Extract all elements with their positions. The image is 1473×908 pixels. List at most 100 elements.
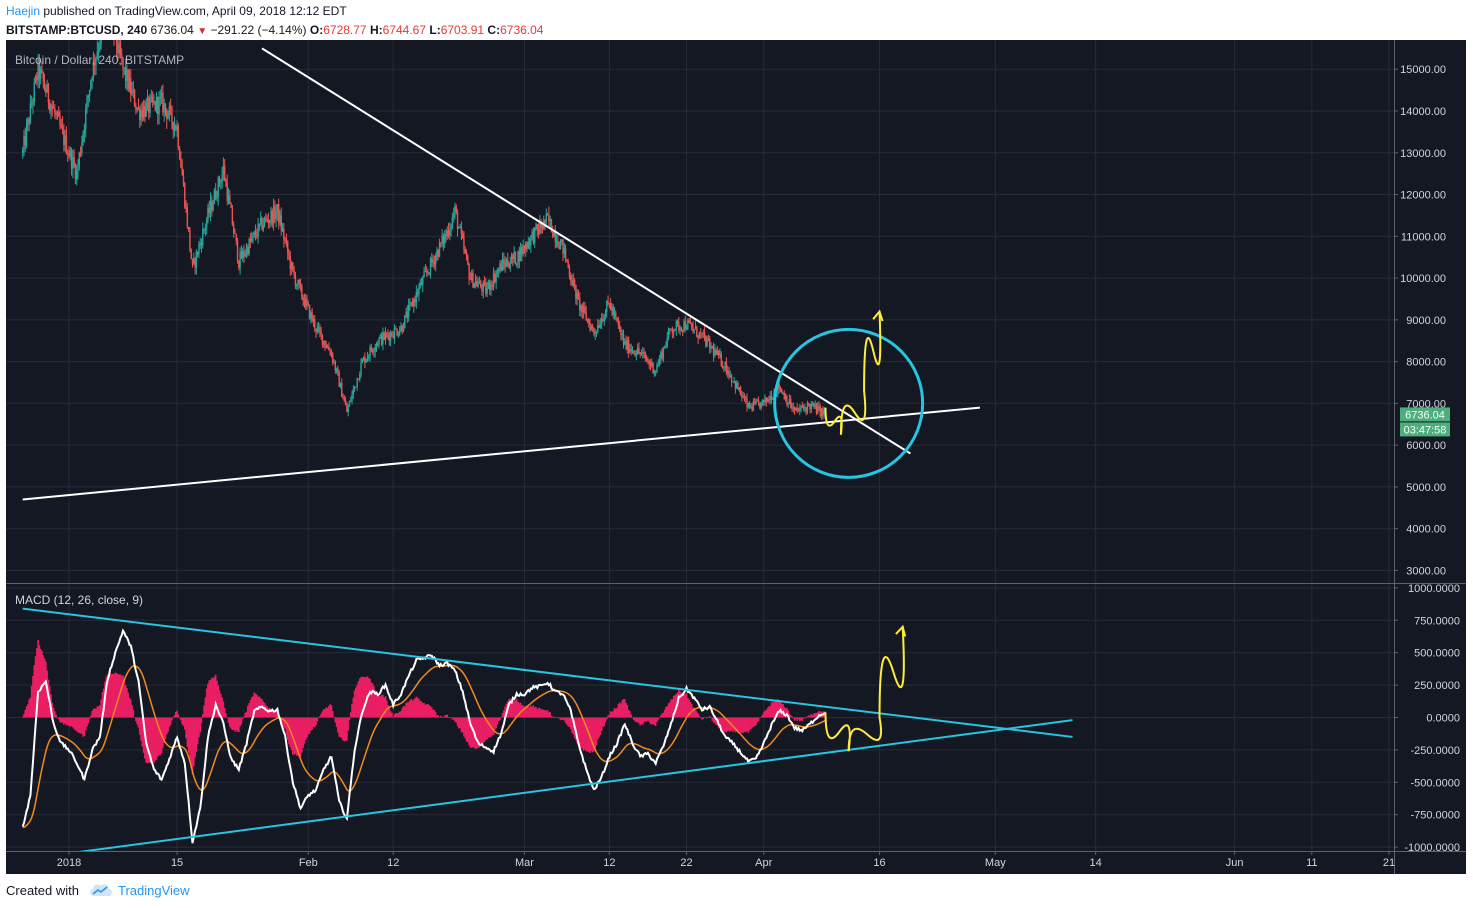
candle-body: [133, 90, 136, 107]
macd-axis[interactable]: -1000.0000 -750.0000 -500.0000 -250.0000 0.0…: [1394, 583, 1460, 854]
histogram-bar: [136, 717, 138, 725]
candle-body: [54, 108, 56, 114]
candle-body: [308, 304, 311, 319]
histogram-bar: [128, 697, 131, 718]
histogram-bar: [723, 717, 725, 732]
candle-body: [218, 177, 221, 184]
histogram-bar: [757, 717, 760, 721]
last-price-tag-label: 6736.04: [1405, 409, 1445, 421]
trading-chart[interactable]: 3000.00 4000.00 5000.00 6000.00 7000.00 8000.…: [0, 40, 1473, 874]
candle-body: [338, 372, 340, 387]
candle-body: [679, 327, 681, 331]
candle-body: [360, 363, 362, 375]
candle-body: [317, 327, 320, 329]
histogram-bar: [705, 717, 707, 718]
macd-pane[interactable]: [21, 607, 1073, 853]
histogram-bar: [299, 717, 302, 757]
author-link[interactable]: Haejin: [6, 4, 41, 18]
histogram-bar: [495, 717, 497, 729]
histogram-bar: [329, 704, 331, 718]
candle-body: [687, 320, 689, 329]
histogram-bar: [254, 693, 257, 718]
histogram-bar: [428, 705, 431, 718]
candle-body: [378, 338, 380, 345]
time-tick-label: 21: [1383, 857, 1395, 869]
histogram-bar: [216, 680, 218, 718]
candle-body: [97, 48, 100, 52]
price-axis[interactable]: 3000.00 4000.00 5000.00 6000.00 7000.00 8000.…: [1394, 64, 1446, 577]
histogram-bar: [774, 701, 777, 718]
candle-body: [58, 112, 60, 117]
candle-body: [490, 285, 492, 290]
candle-body: [651, 362, 653, 366]
candle-body: [425, 270, 428, 273]
candle-body: [281, 228, 284, 231]
candle-body: [797, 410, 800, 412]
candle-body: [122, 57, 124, 68]
candle-body: [639, 352, 641, 354]
histogram-bar: [765, 709, 768, 718]
histogram-bar: [496, 717, 499, 725]
time-tick-label: 2018: [57, 857, 81, 869]
price-pane[interactable]: [21, 40, 980, 501]
candle-body: [523, 245, 526, 250]
candle-body: [187, 227, 190, 230]
histogram-bar: [320, 713, 322, 718]
tradingview-cloud-icon[interactable]: [88, 882, 114, 898]
histogram-bar: [25, 706, 28, 718]
candle-body: [119, 42, 122, 56]
histogram-bar: [554, 717, 557, 718]
candle-body: [606, 301, 608, 313]
candle-body: [258, 223, 261, 225]
candle-body: [507, 260, 509, 266]
candle-body: [351, 394, 353, 401]
macd-forecast-arrow: [824, 626, 905, 752]
histogram-bar: [117, 673, 119, 718]
price-tick-label: 3000.00: [1406, 565, 1446, 577]
price-drawings[interactable]: [22, 47, 980, 501]
histogram-bar: [683, 693, 685, 718]
last-price: 6736.04: [150, 23, 194, 37]
histogram-bar: [356, 684, 358, 718]
histogram-bar: [343, 717, 346, 742]
histogram-bar: [241, 717, 244, 720]
candle-body: [460, 226, 463, 234]
tradingview-brand[interactable]: TradingView: [118, 883, 190, 898]
histogram-bar: [209, 679, 212, 718]
histogram-bar: [352, 697, 355, 718]
candle-body: [269, 220, 271, 223]
candle-body: [42, 72, 44, 82]
histogram-bar: [149, 717, 151, 763]
histogram-bar: [358, 678, 361, 718]
histogram-bar: [122, 675, 124, 718]
histogram-bar: [407, 701, 410, 718]
candle-body: [452, 214, 455, 218]
histogram-bar: [212, 678, 214, 718]
histogram-bar: [648, 717, 651, 723]
candle-body: [311, 312, 313, 321]
time-tick-label: 11: [1306, 857, 1317, 869]
histogram-bar: [303, 717, 306, 744]
histogram-bar: [595, 717, 598, 746]
histogram-bar: [353, 690, 356, 718]
candle-body: [294, 275, 297, 286]
histogram-bar: [450, 717, 452, 719]
histogram-bar: [310, 717, 312, 731]
histogram-bar: [52, 707, 55, 718]
histogram-bar: [168, 717, 171, 728]
candle-body: [87, 95, 89, 98]
histogram-bar: [485, 717, 487, 740]
histogram-bar: [605, 717, 608, 720]
macd-drawings[interactable]: [22, 607, 1073, 853]
time-axis[interactable]: 2018 15 Feb 12 Mar 12 22 Apr 16 May 14 Jun 11 21: [57, 851, 1395, 869]
candle-body: [553, 231, 555, 237]
histogram-bar: [394, 712, 397, 718]
candle-body: [595, 331, 598, 333]
candle-body: [83, 129, 86, 133]
histogram-bar: [174, 711, 177, 718]
candle-body: [431, 258, 433, 263]
histogram-bar: [802, 717, 805, 719]
histogram-bar: [638, 717, 640, 724]
candle-body: [79, 152, 82, 154]
candle-body: [736, 383, 738, 389]
